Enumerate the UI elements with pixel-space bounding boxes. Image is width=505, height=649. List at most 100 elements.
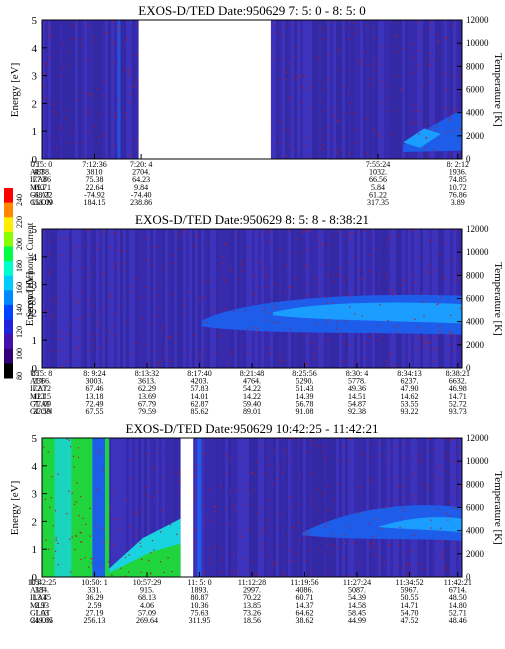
table-cell: 317.35: [367, 198, 389, 207]
temperature-point: [447, 261, 449, 263]
temperature-point: [287, 128, 289, 130]
temperature-point: [196, 234, 198, 236]
temperature-point: [459, 76, 461, 78]
temperature-point: [443, 568, 445, 570]
temperature-point: [95, 525, 97, 527]
table-cell: 51.43: [296, 384, 314, 393]
texture-stripe: [240, 438, 243, 577]
temperature-point: [249, 492, 252, 494]
temperature-point: [195, 475, 197, 477]
temperature-point: [74, 548, 76, 551]
temperature-point: [69, 325, 71, 328]
y-tick-label: 0: [32, 154, 38, 166]
temperature-point: [368, 542, 371, 544]
table-row-label: GLON: [30, 616, 52, 625]
temperature-point: [415, 459, 417, 461]
temperature-point: [233, 233, 236, 235]
texture-stripe: [135, 438, 138, 577]
table-cell: 14.58: [348, 601, 366, 610]
data-gap: [180, 438, 194, 577]
temperature-point: [264, 276, 266, 279]
temperature-point: [137, 450, 139, 452]
temperature-point: [85, 92, 87, 94]
temperature-point: [214, 290, 217, 292]
temperature-point: [48, 548, 50, 550]
table-cell: 68.13: [138, 593, 156, 602]
temperature-point: [343, 86, 345, 88]
temperature-point: [414, 123, 416, 125]
temperature-point: [395, 483, 397, 485]
temperature-point: [59, 338, 62, 340]
temperature-point: [415, 499, 417, 501]
temperature-point: [360, 487, 362, 489]
temperature-point: [349, 20, 351, 22]
texture-stripe: [204, 438, 207, 577]
temperature-point: [284, 68, 286, 70]
texture-stripe: [222, 229, 225, 368]
texture-stripe: [99, 20, 102, 159]
temperature-point: [163, 571, 165, 574]
texture-stripe: [234, 438, 237, 577]
temperature-point: [399, 526, 401, 528]
temperature-point: [314, 524, 316, 526]
temperature-point: [70, 270, 73, 272]
temperature-point: [438, 239, 440, 241]
panel-2-title: EXOS-D/TED Date:950629 8: 5: 8 - 8:38:21: [135, 212, 369, 227]
temperature-point: [116, 268, 119, 270]
temperature-point: [406, 573, 408, 575]
temperature-point: [45, 539, 47, 541]
temperature-point: [362, 453, 364, 455]
temperature-point: [54, 510, 57, 512]
temperature-point: [368, 254, 371, 257]
texture-stripe: [381, 20, 384, 159]
table-cell: -74.92: [84, 190, 105, 199]
temperature-point: [45, 62, 48, 65]
texture-stripe: [336, 20, 339, 159]
temperature-point: [408, 476, 410, 478]
temperature-point: [49, 57, 51, 59]
temperature-point: [115, 25, 117, 28]
temperature-point: [207, 547, 209, 549]
temperature-point: [146, 237, 148, 239]
temperature-point: [318, 488, 320, 490]
temperature-point: [43, 446, 45, 448]
texture-stripe: [279, 229, 282, 368]
temperature-point: [336, 327, 338, 329]
texture-stripe: [297, 20, 300, 159]
texture-stripe: [228, 229, 231, 368]
temperature-point: [124, 270, 126, 273]
temperature-point: [443, 107, 446, 109]
temperature-point: [204, 521, 206, 524]
temperature-point: [324, 573, 326, 575]
temperature-point: [98, 313, 100, 316]
texture-stripe: [351, 438, 354, 577]
temperature-point: [145, 453, 147, 455]
temperature-point: [95, 322, 97, 324]
temperature-point: [74, 355, 76, 358]
texture-stripe: [321, 438, 324, 577]
temperature-point: [383, 507, 385, 509]
texture-stripe: [69, 229, 72, 368]
temperature-point: [124, 556, 127, 558]
table-cell: 27.19: [86, 608, 104, 617]
temperature-point: [125, 116, 127, 119]
temperature-point: [193, 244, 195, 246]
temperature-point: [309, 86, 312, 88]
temperature-point: [306, 265, 309, 267]
temperature-point: [303, 333, 305, 336]
texture-stripe: [249, 229, 252, 368]
y2-tick-label: 4000: [466, 317, 485, 327]
texture-stripe: [288, 438, 291, 577]
temperature-point: [349, 306, 351, 308]
temperature-point: [294, 45, 296, 47]
temperature-point: [395, 44, 397, 47]
temperature-point: [321, 138, 323, 140]
texture-stripe: [366, 438, 369, 577]
texture-stripe: [42, 229, 45, 368]
y2-tick-label: 0: [466, 154, 471, 164]
texture-stripe: [135, 229, 138, 368]
temperature-point: [99, 113, 101, 115]
temperature-point: [295, 277, 297, 279]
temperature-point: [102, 95, 104, 97]
temperature-point: [416, 348, 418, 350]
